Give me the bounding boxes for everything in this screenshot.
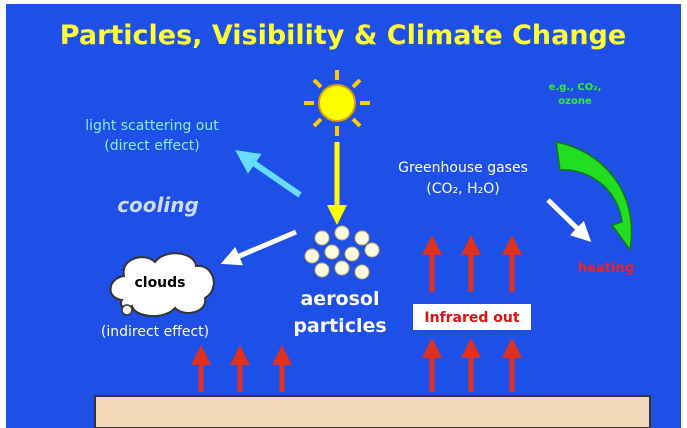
- infrared-label: Infrared out: [424, 310, 519, 326]
- cloud-puff: [121, 304, 133, 316]
- scatter-arrow: [235, 150, 302, 198]
- indirect-label: (indirect effect): [101, 324, 209, 340]
- cloud-arrow: [220, 229, 297, 266]
- greenhouse-label: Greenhouse gases: [398, 160, 528, 176]
- infrared-box: [413, 304, 531, 330]
- clouds-label: clouds: [134, 275, 185, 291]
- scattering-label: light scattering out: [85, 118, 219, 134]
- examples-label: ozone: [558, 96, 592, 107]
- ground: [94, 395, 651, 428]
- sun: [304, 70, 370, 136]
- greenhouse-label: (CO₂, H₂O): [426, 181, 499, 197]
- heating-arrow: [546, 198, 592, 242]
- background: [6, 4, 681, 428]
- infrared-arrows: [191, 235, 522, 392]
- heating-label: heating: [578, 261, 634, 276]
- green-arrow: [555, 141, 633, 252]
- cloud: [109, 252, 215, 317]
- title: Particles, Visibility & Climate Change: [60, 20, 626, 51]
- aerosol-label: particles: [293, 315, 386, 337]
- aerosol-label: aerosol: [300, 288, 379, 310]
- examples-label: e.g., CO₂,: [549, 82, 602, 93]
- aerosol-dots: [304, 225, 380, 280]
- scattering-label: (direct effect): [104, 138, 199, 154]
- cooling-label: cooling: [117, 193, 199, 217]
